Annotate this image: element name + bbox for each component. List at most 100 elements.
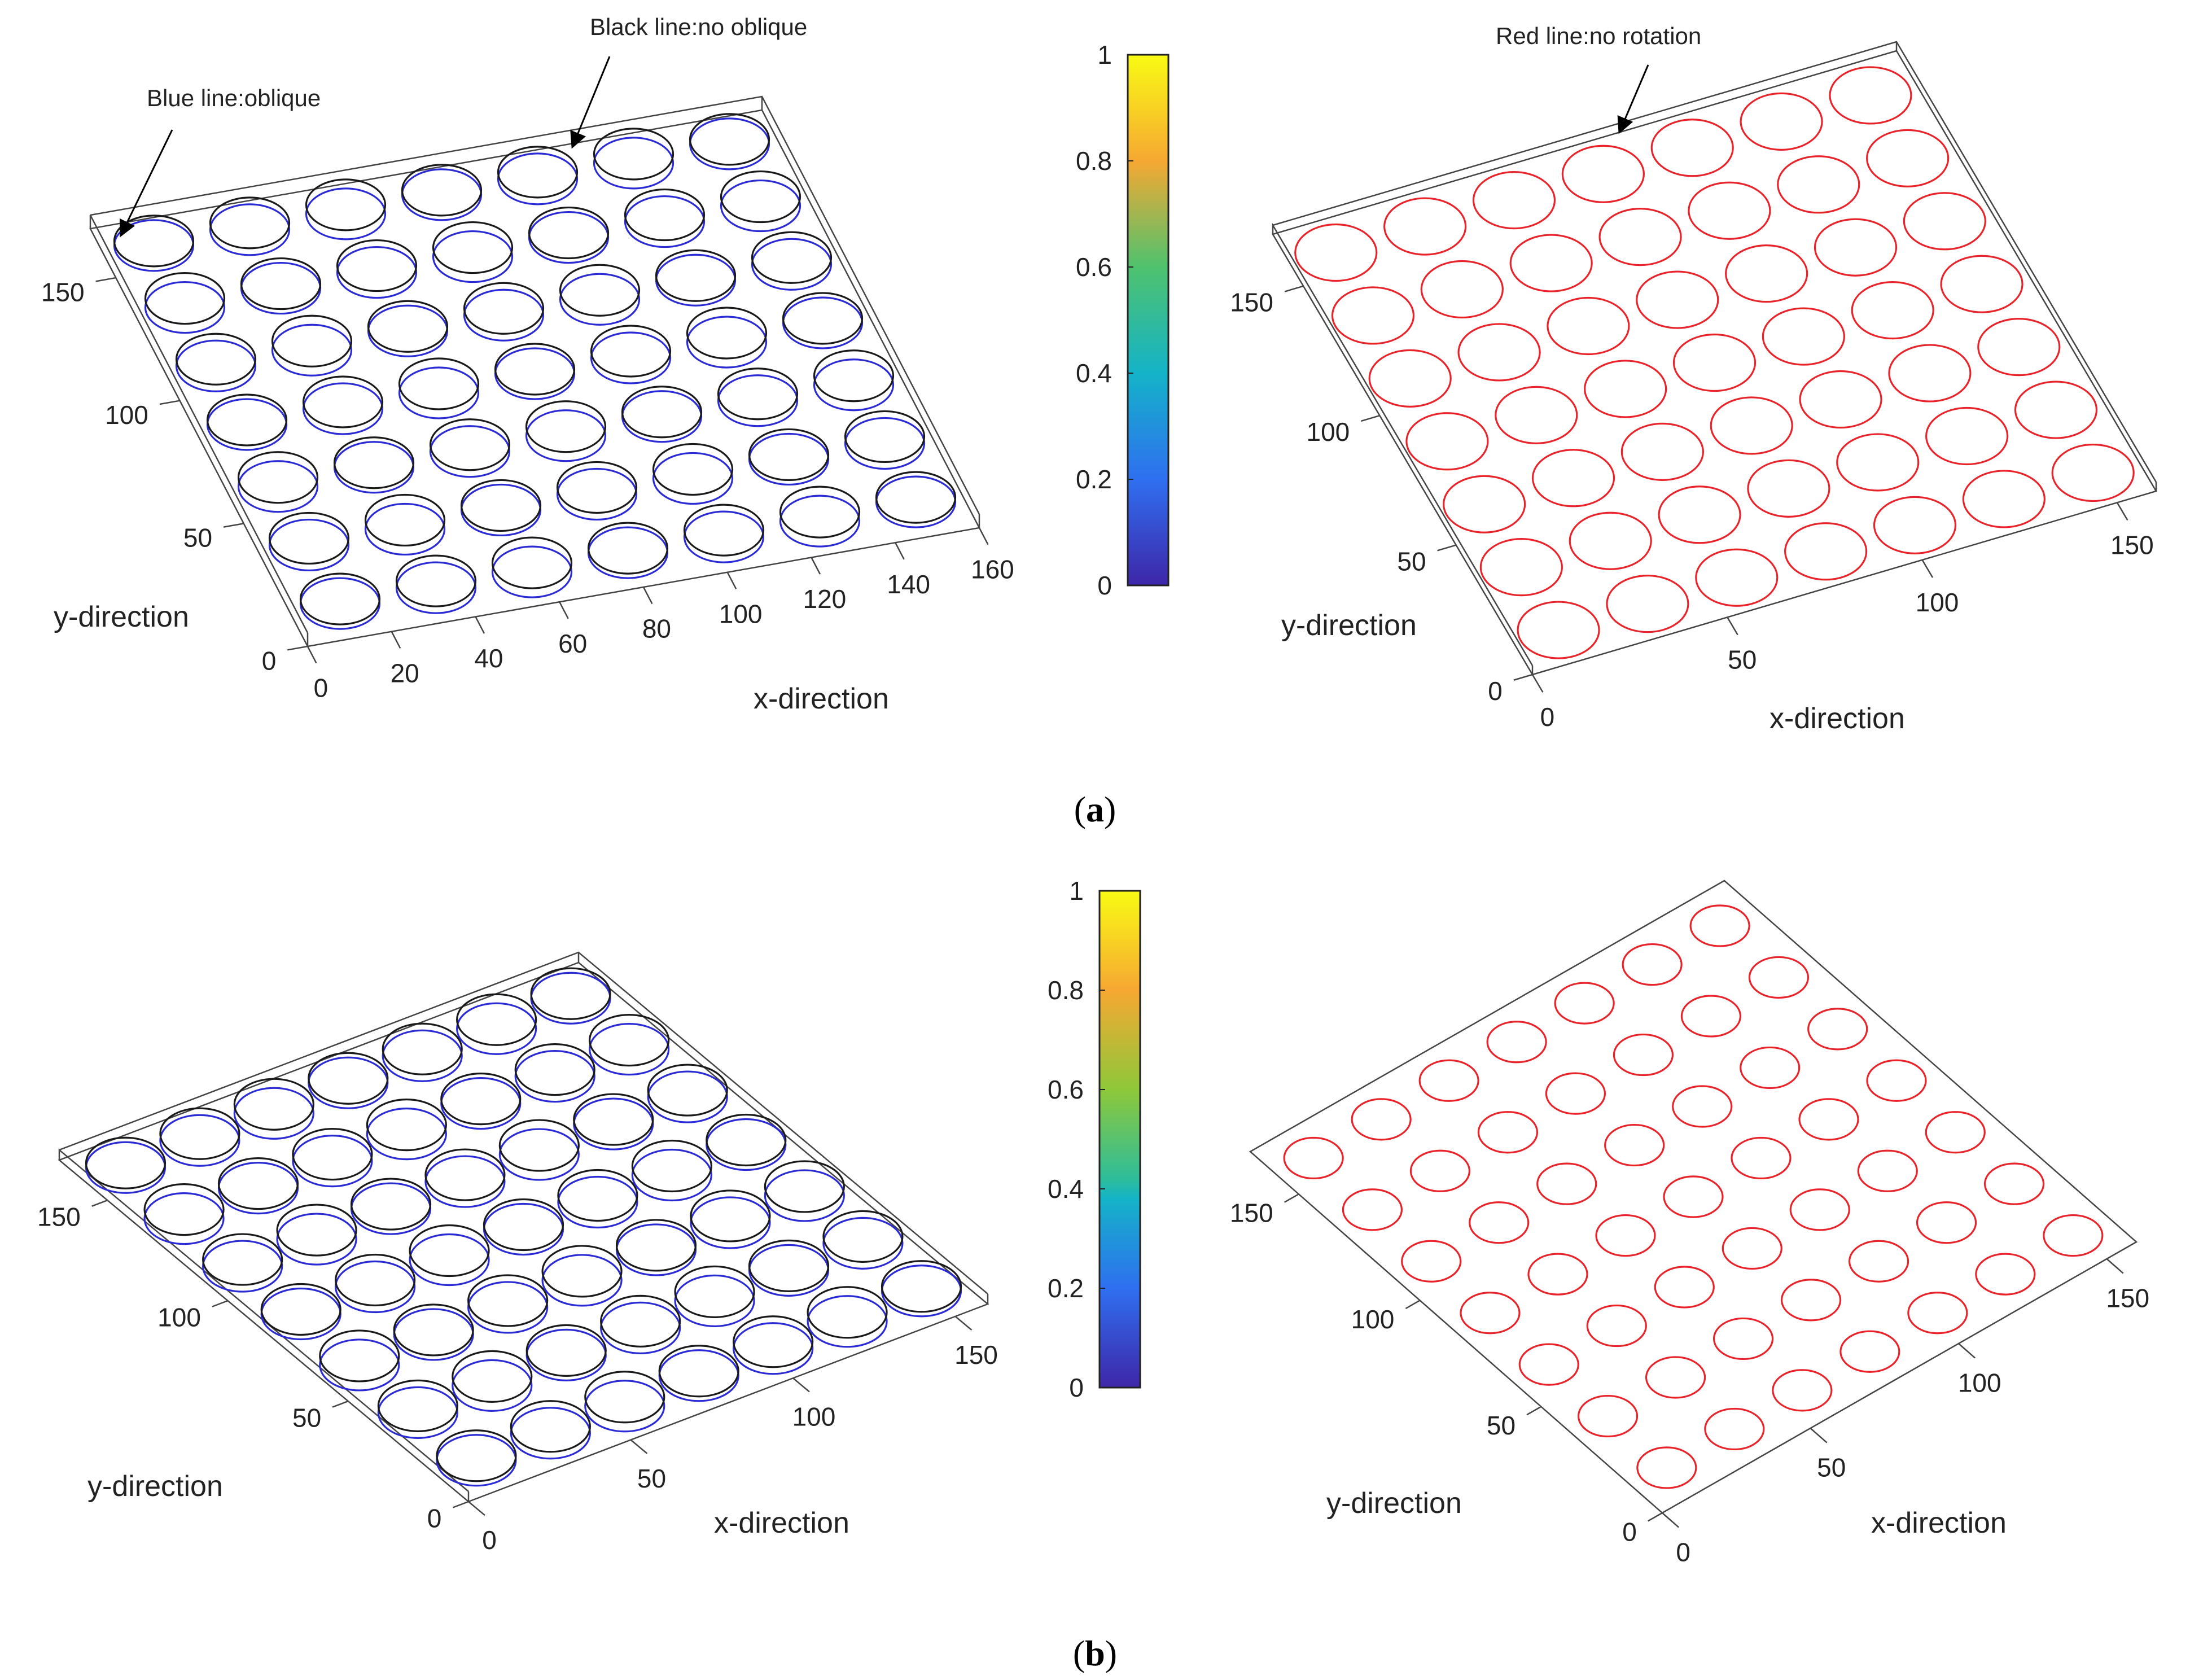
circle-no-oblique xyxy=(424,1148,506,1201)
circle-no-rotation xyxy=(1595,1214,1656,1257)
circle-no-oblique xyxy=(336,239,418,292)
circle-oblique xyxy=(401,168,483,221)
circle-oblique xyxy=(510,1407,591,1460)
circle-no-oblique xyxy=(652,443,734,496)
circle-oblique xyxy=(615,1223,697,1276)
circle-oblique xyxy=(299,577,381,630)
x-tick-label: 150 xyxy=(2106,1284,2149,1313)
circle-no-oblique xyxy=(615,1219,697,1272)
colorbar-tick-label: 0 xyxy=(1097,571,1112,600)
annotation-red: Red line:no rotation xyxy=(1496,23,1701,134)
y-tick-mark xyxy=(287,645,308,651)
colorbar-tick-label: 0.2 xyxy=(1048,1274,1084,1303)
circle-no-oblique xyxy=(463,282,545,335)
circle-no-rotation xyxy=(2051,443,2135,502)
circle-no-rotation xyxy=(1477,1111,1539,1154)
circle-no-oblique xyxy=(206,393,288,447)
circle-oblique xyxy=(751,238,833,291)
circle-no-rotation xyxy=(1536,1162,1597,1205)
circle-no-rotation xyxy=(1762,307,1845,366)
circle-oblique xyxy=(674,1274,755,1327)
circle-oblique xyxy=(631,1148,712,1202)
circle-oblique xyxy=(652,452,734,505)
y-tick-label: 50 xyxy=(292,1403,321,1433)
circle-oblique xyxy=(573,1097,654,1150)
circle-oblique xyxy=(706,1118,787,1171)
circle-oblique xyxy=(409,1233,490,1287)
circle-oblique xyxy=(764,1169,845,1222)
circle-no-rotation xyxy=(1814,218,1898,277)
x-tick-label: 0 xyxy=(1540,702,1555,732)
circle-no-oblique xyxy=(319,1329,400,1383)
circle-no-rotation xyxy=(1351,1098,1412,1141)
x-tick-mark xyxy=(811,557,821,575)
y-tick-label: 100 xyxy=(1351,1305,1395,1334)
circle-oblique xyxy=(144,281,226,334)
colorbar-gradient xyxy=(1127,54,1170,587)
x-tick-label: 40 xyxy=(474,644,503,673)
colorbar-gradient xyxy=(1098,890,1141,1389)
circle-no-rotation xyxy=(1857,1149,1918,1192)
x-tick-label: 150 xyxy=(2110,531,2154,560)
circle-no-rotation xyxy=(1405,412,1489,471)
x-tick-mark xyxy=(475,616,485,634)
circle-oblique xyxy=(456,1002,537,1055)
circle-no-oblique xyxy=(159,1107,240,1160)
circle-no-oblique xyxy=(432,221,514,274)
circle-oblique xyxy=(333,441,415,494)
circle-no-oblique xyxy=(589,1014,670,1067)
circle-no-rotation xyxy=(1925,406,2009,466)
circle-no-oblique xyxy=(621,386,703,439)
circle-no-oblique xyxy=(497,146,579,199)
circle-no-rotation xyxy=(1622,943,1683,986)
annotation-blue-arrow xyxy=(120,129,173,238)
circle-no-oblique xyxy=(748,1239,830,1292)
circle-no-rotation xyxy=(1545,1072,1606,1115)
x-tick-label: 160 xyxy=(971,555,1014,584)
y-tick-label: 150 xyxy=(1230,288,1273,317)
circle-oblique xyxy=(395,561,477,614)
circle-no-rotation xyxy=(1620,422,1704,481)
circle-no-oblique xyxy=(237,451,319,504)
circle-no-oblique xyxy=(587,522,669,575)
circle-no-rotation xyxy=(1517,601,1600,659)
circle-no-oblique xyxy=(292,1128,373,1181)
colorbar-tick-label: 1 xyxy=(1097,40,1112,69)
circle-no-rotation xyxy=(1401,1240,1462,1283)
circle-no-rotation xyxy=(1747,459,1830,518)
circle-no-oblique xyxy=(690,1189,771,1243)
x-tick-mark xyxy=(306,646,317,664)
circle-no-oblique xyxy=(498,1119,580,1172)
circle-no-oblique xyxy=(683,504,765,557)
panel-label-b: (b) xyxy=(1073,1633,1117,1673)
x-tick-label: 120 xyxy=(803,584,847,614)
colorbar-tick-label: 1 xyxy=(1069,876,1084,905)
circle-no-oblique xyxy=(600,1294,681,1348)
circle-oblique xyxy=(268,518,350,572)
circle-no-oblique xyxy=(674,1265,755,1318)
circle-no-oblique xyxy=(398,357,480,410)
circle-no-oblique xyxy=(401,164,483,217)
circle-no-rotation xyxy=(1866,1059,1927,1102)
circle-no-oblique xyxy=(382,1022,463,1075)
circle-oblique xyxy=(336,246,418,299)
circle-no-rotation xyxy=(1598,208,1682,266)
circle-no-rotation xyxy=(1645,1356,1706,1399)
colorbar-tick-label: 0.6 xyxy=(1076,252,1112,282)
circle-no-rotation xyxy=(1420,260,1504,319)
panel-label-a: (a) xyxy=(1074,789,1116,829)
circle-no-rotation xyxy=(1443,475,1526,533)
circle-no-rotation xyxy=(1342,1188,1403,1231)
colorbar-a: 0 0.2 0.4 0.6 0.8 1 xyxy=(1076,40,1170,600)
x-tick-mark xyxy=(2116,502,2128,521)
circle-no-rotation xyxy=(1331,286,1415,345)
circle-no-oblique xyxy=(335,1253,416,1307)
y-tick-mark xyxy=(1437,544,1457,552)
circle-no-rotation xyxy=(1495,386,1578,444)
circle-no-oblique xyxy=(305,178,387,231)
x-axis-label: x-direction xyxy=(714,1507,849,1539)
circle-oblique xyxy=(202,1240,283,1293)
circle-no-oblique xyxy=(689,113,770,166)
y-axis-label: y-direction xyxy=(87,1470,223,1503)
